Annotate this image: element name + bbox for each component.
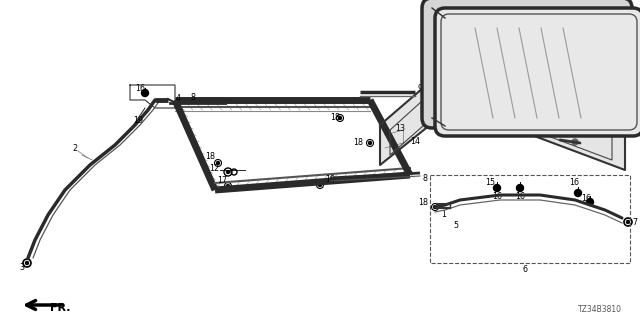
Circle shape: [319, 183, 321, 187]
Text: 10: 10: [435, 20, 445, 29]
Text: 14: 14: [410, 137, 420, 146]
Circle shape: [627, 220, 630, 223]
Text: 15: 15: [485, 178, 495, 187]
Text: 6: 6: [522, 266, 527, 275]
FancyBboxPatch shape: [422, 0, 632, 128]
Text: 18: 18: [205, 151, 215, 161]
Text: 18: 18: [325, 174, 335, 183]
Circle shape: [516, 185, 524, 191]
Text: 16: 16: [492, 191, 502, 201]
Circle shape: [227, 185, 230, 188]
Text: 16: 16: [581, 194, 591, 203]
Text: 5: 5: [453, 220, 459, 229]
Text: 16: 16: [135, 84, 145, 92]
Text: 19: 19: [133, 116, 143, 124]
Text: 7: 7: [632, 218, 637, 227]
Text: 2: 2: [72, 143, 77, 153]
Circle shape: [586, 198, 593, 205]
Text: 18: 18: [418, 197, 428, 206]
Text: 4: 4: [175, 93, 180, 102]
Text: 12: 12: [209, 164, 219, 172]
Circle shape: [433, 205, 436, 209]
Text: 16: 16: [515, 191, 525, 201]
Text: 9: 9: [417, 84, 422, 92]
Text: 8: 8: [191, 92, 195, 101]
Text: 16: 16: [569, 178, 579, 187]
FancyBboxPatch shape: [435, 8, 640, 136]
Text: 8: 8: [422, 173, 428, 182]
Polygon shape: [380, 82, 625, 170]
Circle shape: [493, 185, 500, 191]
Circle shape: [141, 90, 148, 97]
Circle shape: [572, 139, 578, 145]
Text: 3: 3: [19, 263, 24, 273]
Text: TZ34B3810: TZ34B3810: [578, 305, 622, 314]
Circle shape: [575, 189, 582, 196]
Text: 18: 18: [330, 113, 340, 122]
Text: 13: 13: [395, 124, 405, 132]
Circle shape: [339, 116, 342, 119]
Circle shape: [369, 141, 371, 145]
Text: 11: 11: [462, 10, 472, 19]
Circle shape: [26, 261, 29, 265]
Circle shape: [227, 171, 230, 173]
Text: FR.: FR.: [50, 303, 70, 313]
Circle shape: [216, 162, 220, 164]
Text: 18: 18: [353, 138, 363, 147]
Text: 1: 1: [442, 210, 447, 219]
Text: 17: 17: [217, 175, 227, 185]
